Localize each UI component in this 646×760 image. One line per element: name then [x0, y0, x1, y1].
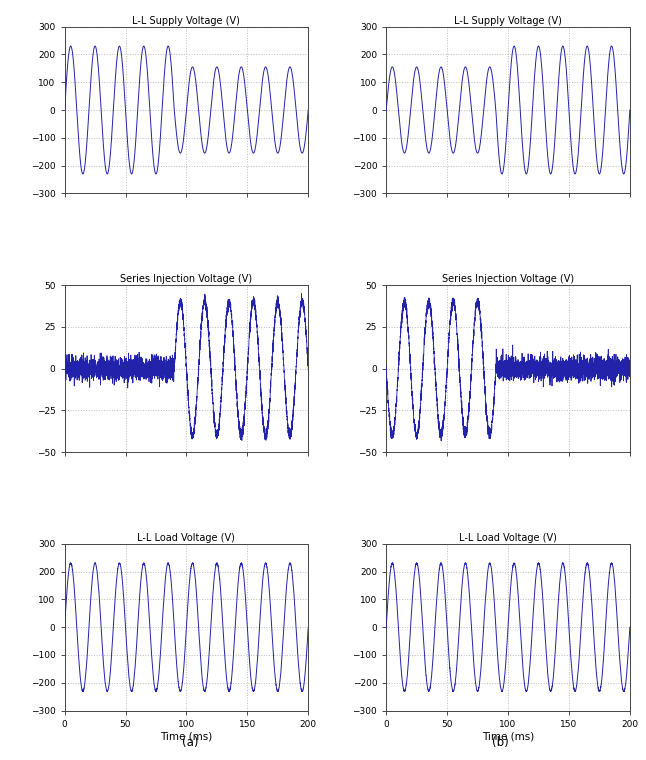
Title: L-L Load Voltage (V): L-L Load Voltage (V): [138, 533, 235, 543]
Title: L-L Supply Voltage (V): L-L Supply Voltage (V): [454, 16, 562, 26]
X-axis label: Time (ms): Time (ms): [160, 731, 213, 742]
Title: Series Injection Voltage (V): Series Injection Voltage (V): [442, 274, 574, 284]
Text: (a): (a): [182, 736, 199, 749]
Title: Series Injection Voltage (V): Series Injection Voltage (V): [120, 274, 253, 284]
Text: (b): (b): [492, 736, 509, 749]
X-axis label: Time (ms): Time (ms): [482, 731, 534, 742]
Title: L-L Supply Voltage (V): L-L Supply Voltage (V): [132, 16, 240, 26]
Title: L-L Load Voltage (V): L-L Load Voltage (V): [459, 533, 557, 543]
